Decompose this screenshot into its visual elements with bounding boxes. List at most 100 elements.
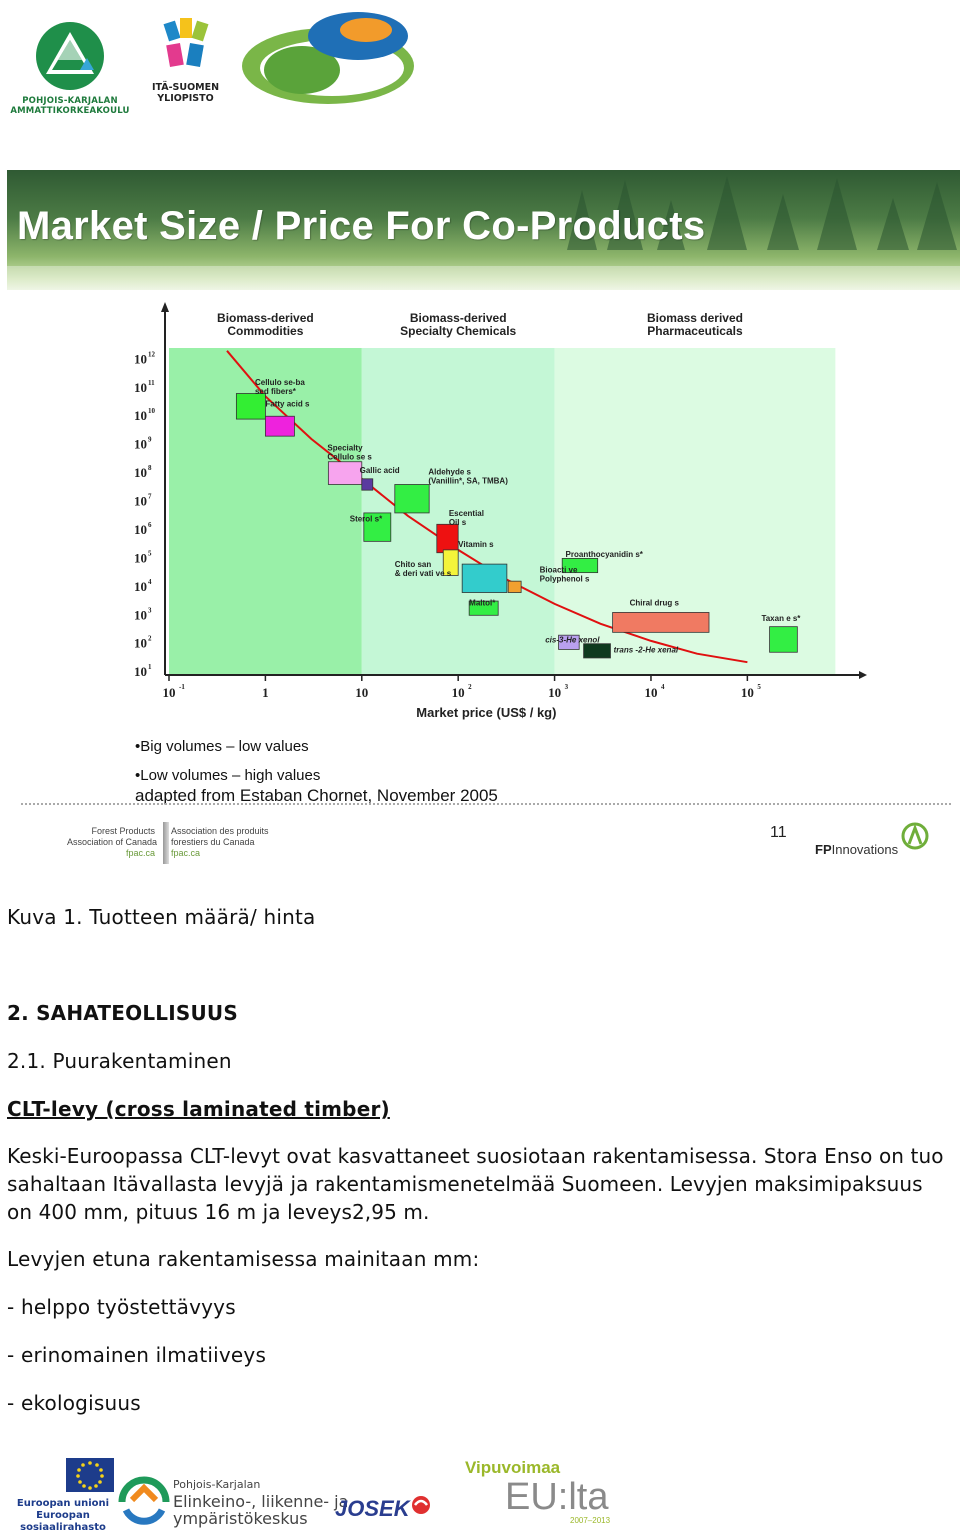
fpinnovations-bold: FP <box>815 842 832 857</box>
x-axis-arrow <box>859 671 867 679</box>
y-tick-exponent: 1 <box>148 663 152 671</box>
header-logos: POHJOIS-KARJALAN AMMATTIKORKEAKOULU ITÄ-… <box>0 0 960 130</box>
data-point-label: Gallic acid <box>360 466 400 475</box>
y-tick-label: 10 <box>134 437 147 452</box>
y-tick-exponent: 10 <box>148 407 156 415</box>
data-point-label: Cellulo se s <box>327 452 372 461</box>
fpac-fr-url: fpac.ca <box>171 848 201 858</box>
data-point <box>327 461 363 485</box>
y-axis-arrow <box>161 302 169 312</box>
josek-swirl-icon <box>412 1496 430 1514</box>
region-label: Pharmaceuticals <box>647 324 743 338</box>
x-tick-exponent: -1 <box>179 683 185 691</box>
ely-name-line1: Pohjois-Karjalan <box>173 1478 261 1491</box>
ely-name-line2: Elinkeino-, liikenne- ja <box>173 1492 349 1511</box>
pkamk-name-line1: POHJOIS-KARJALAN <box>22 96 118 106</box>
data-point-label: Sterol s* <box>350 514 383 523</box>
data-point <box>769 626 798 653</box>
slide-divider <box>21 803 951 805</box>
data-point-label: (Vanillin*, SA, TMBA) <box>428 477 508 486</box>
data-point <box>235 393 266 420</box>
y-tick-exponent: 12 <box>148 350 156 358</box>
x-axis-label: Market price (US$ / kg) <box>416 705 556 720</box>
data-point <box>583 643 611 659</box>
regional-emblem-icon <box>242 12 414 104</box>
x-tick-label: 10 <box>741 685 754 700</box>
eu-name-line2: Euroopan sosiaalirahasto <box>20 1510 106 1533</box>
data-point-label: Specialty <box>327 443 363 452</box>
ely-logo: Pohjois-Karjalan Elinkeino-, liikenne- j… <box>118 1472 348 1536</box>
subsection-heading: 2.1. Puurakentaminen <box>7 1049 232 1073</box>
x-tick-label: 10 <box>163 685 176 700</box>
advantages-lead: Levyjen etuna rakentamisessa mainitaan m… <box>7 1247 480 1271</box>
list-item: - helppo työstettävyys <box>7 1295 236 1319</box>
y-tick-exponent: 4 <box>148 578 152 586</box>
pkamk-logo: POHJOIS-KARJALAN AMMATTIKORKEAKOULU <box>10 14 130 116</box>
y-tick-exponent: 11 <box>148 379 155 387</box>
data-point <box>394 484 430 514</box>
data-point <box>561 558 599 574</box>
y-tick-exponent: 5 <box>148 549 152 557</box>
y-tick-label: 10 <box>134 579 147 594</box>
data-point <box>361 478 374 491</box>
y-tick-label: 10 <box>134 636 147 651</box>
forest-trees-icon <box>7 176 960 290</box>
fpinnovations-leaf-icon <box>901 822 929 850</box>
fpac-fr-line1: Association des produits <box>171 826 269 836</box>
ely-emblem-icon <box>118 1476 170 1525</box>
x-tick-exponent: 3 <box>565 683 569 691</box>
slide-bullets: •Big volumes – low values •Low volumes –… <box>135 738 320 796</box>
pkamk-emblem-icon <box>36 22 104 90</box>
eu-logo: Euroopan unioni Euroopan sosiaalirahasto <box>8 1458 118 1534</box>
regional-logo <box>240 6 420 110</box>
y-tick-exponent: 9 <box>148 436 152 444</box>
data-point <box>442 549 459 576</box>
slide-image: Market Size / Price For Co-Products Biom… <box>7 170 960 870</box>
y-tick-exponent: 6 <box>148 521 152 529</box>
isy-name-line1: ITÄ-SUOMEN <box>151 82 220 93</box>
clt-paragraph: Keski-Euroopassa CLT-levyt ovat kasvatta… <box>7 1144 944 1224</box>
slide-page-number: 11 <box>770 824 787 841</box>
clt-heading: CLT-levy (cross laminated timber) <box>7 1097 390 1121</box>
x-tick-exponent: 2 <box>468 683 472 691</box>
y-tick-label: 10 <box>134 664 147 679</box>
x-tick-label: 10 <box>355 685 368 700</box>
data-point-label: trans -2-He xenal <box>614 645 679 654</box>
fpac-fr-line2: forestiers du Canada <box>171 837 255 847</box>
slide-banner: Market Size / Price For Co-Products <box>7 170 960 290</box>
pkamk-name-line2: AMMATTIKORKEAKOULU <box>10 106 130 116</box>
isy-logo: ITÄ-SUOMEN YLIOPISTO <box>148 14 223 104</box>
ely-name-line3: ympäristökeskus <box>173 1509 308 1528</box>
y-tick-exponent: 2 <box>148 635 152 643</box>
vipu-line2: EU:lta <box>505 1476 609 1518</box>
data-point <box>363 512 392 542</box>
data-point-label: Maltol* <box>469 598 496 607</box>
data-point <box>507 580 522 593</box>
y-tick-label: 10 <box>134 607 147 622</box>
isy-name-line2: YLIOPISTO <box>157 93 214 104</box>
footer-logos: Euroopan unioni Euroopan sosiaalirahasto… <box>0 1450 960 1538</box>
figure-caption: Kuva 1. Tuotteen määrä/ hinta <box>7 905 316 929</box>
data-point <box>436 523 459 554</box>
fpinnovations-logo: FPInnovations <box>815 822 935 866</box>
bullet-low-volumes: •Low volumes – high values <box>135 767 321 784</box>
data-point <box>264 415 295 437</box>
section-heading: 2. SAHATEOLLISUUS <box>7 1001 238 1025</box>
region-label: Biomass-derived <box>410 311 507 325</box>
data-point <box>558 634 580 650</box>
market-chart-svg: Biomass-derivedCommoditiesBiomass-derive… <box>134 302 867 720</box>
data-point-label: Chiral drug s <box>630 598 680 607</box>
data-point-label: Polyphenol s <box>540 575 590 584</box>
y-tick-label: 10 <box>134 380 147 395</box>
data-point-label: & deri vati ve s <box>395 569 452 578</box>
data-point-label: sed fibers* <box>255 387 297 396</box>
data-point-label: Aldehyde s <box>428 468 471 477</box>
data-point <box>612 612 710 633</box>
data-point <box>468 600 499 616</box>
region-label: Biomass derived <box>647 311 743 325</box>
data-point-label: Oil s <box>449 518 467 527</box>
fpac-en-line2: Association of Canada <box>67 837 158 847</box>
eu-flag-icon <box>66 1458 114 1492</box>
josek-logo: JOSEK <box>335 1496 410 1521</box>
list-item: - erinomainen ilmatiiveys <box>7 1343 267 1367</box>
